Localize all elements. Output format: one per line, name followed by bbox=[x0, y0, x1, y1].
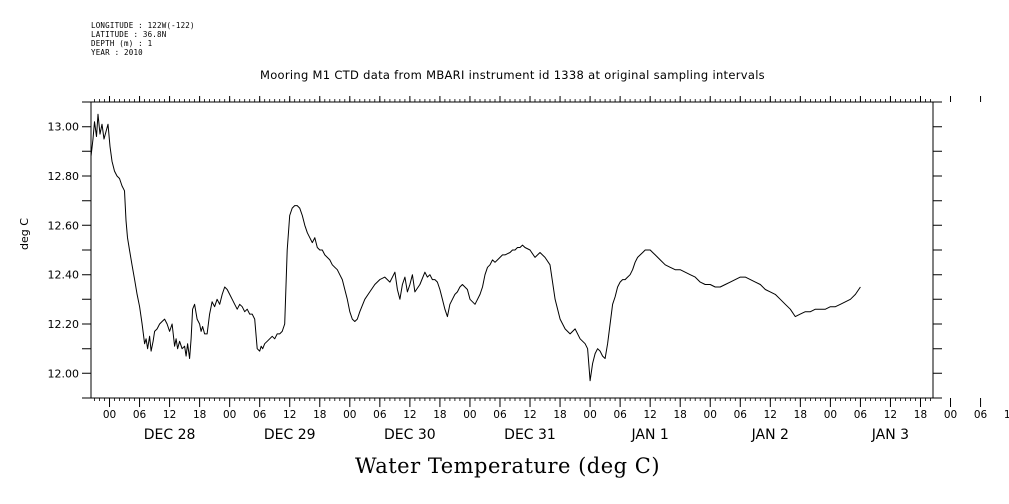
x-tick-label: 18 bbox=[433, 409, 446, 421]
x-tick-label: 18 bbox=[794, 409, 807, 421]
day-label: JAN 1 bbox=[631, 427, 669, 443]
chart-title: Mooring M1 CTD data from MBARI instrumen… bbox=[260, 68, 765, 82]
y-tick-label: 12.80 bbox=[48, 170, 80, 183]
x-tick-label: 12 bbox=[643, 409, 656, 421]
x-tick-label: 06 bbox=[493, 409, 507, 421]
x-tick-label: 18 bbox=[553, 409, 566, 421]
day-label: DEC 31 bbox=[504, 427, 556, 443]
x-tick-label: 18 bbox=[313, 409, 326, 421]
day-label: DEC 30 bbox=[384, 427, 436, 443]
x-tick-label: 00 bbox=[103, 409, 116, 421]
x-tick-label: 00 bbox=[223, 409, 236, 421]
x-tick-label: 12 bbox=[764, 409, 777, 421]
x-tick-label: 00 bbox=[824, 409, 837, 421]
y-tick-label: 13.00 bbox=[48, 121, 80, 134]
y-tick-label: 12.20 bbox=[48, 318, 80, 331]
x-tick-label: 18 bbox=[914, 409, 927, 421]
y-tick-label: 12.60 bbox=[48, 219, 80, 232]
longitude-text: LONGITUDE : 122W(-122) bbox=[91, 21, 195, 30]
x-tick-label: 00 bbox=[704, 409, 717, 421]
day-label: DEC 29 bbox=[264, 427, 316, 443]
x-tick-label: 06 bbox=[373, 409, 387, 421]
metadata-block: LONGITUDE : 122W(-122) LATITUDE : 36.8N … bbox=[91, 21, 195, 57]
y-tick-label: 12.00 bbox=[48, 367, 80, 380]
x-tick-label: 06 bbox=[253, 409, 267, 421]
y-tick-label: 12.40 bbox=[48, 269, 80, 282]
x-tick-label: 06 bbox=[613, 409, 627, 421]
x-tick-label: 00 bbox=[583, 409, 596, 421]
x-tick-label: 06 bbox=[734, 409, 748, 421]
day-label: DEC 28 bbox=[144, 427, 196, 443]
x-axis-label: Water Temperature (deg C) bbox=[354, 454, 661, 478]
year-text: YEAR : 2010 bbox=[91, 48, 143, 57]
x-tick-label: 12 bbox=[1004, 409, 1009, 421]
x-tick-label: 12 bbox=[283, 409, 296, 421]
x-tick-label: 12 bbox=[403, 409, 416, 421]
x-tick-label: 18 bbox=[674, 409, 687, 421]
x-tick-label: 00 bbox=[944, 409, 957, 421]
temperature-line bbox=[90, 113, 861, 382]
x-tick-label: 12 bbox=[163, 409, 176, 421]
x-tick-label: 18 bbox=[193, 409, 206, 421]
latitude-text: LATITUDE : 36.8N bbox=[91, 30, 167, 39]
day-label: JAN 2 bbox=[751, 427, 789, 443]
day-label: JAN 3 bbox=[871, 427, 909, 443]
depth-text: DEPTH (m) : 1 bbox=[91, 39, 153, 48]
x-tick-label: 06 bbox=[974, 409, 988, 421]
x-tick-label: 06 bbox=[133, 409, 147, 421]
x-tick-label: 00 bbox=[343, 409, 356, 421]
x-tick-label: 12 bbox=[884, 409, 897, 421]
x-tick-label: 00 bbox=[463, 409, 476, 421]
x-tick-label: 12 bbox=[523, 409, 536, 421]
x-tick-label: 06 bbox=[854, 409, 868, 421]
